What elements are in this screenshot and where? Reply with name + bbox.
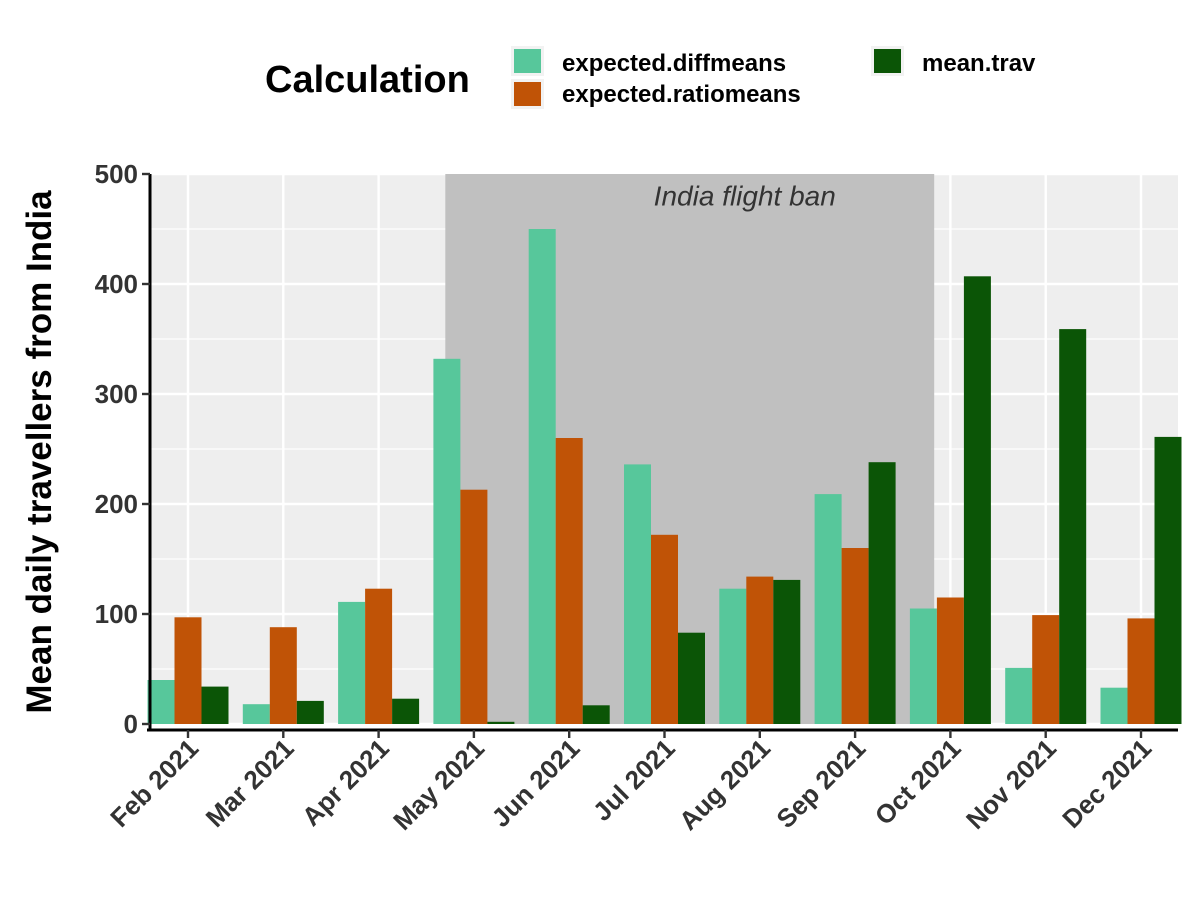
bar-expected.diffmeans-jul-2021	[624, 464, 651, 724]
legend: Calculation expected.diffmeans expected.r…	[265, 46, 1036, 109]
bar-mean.trav-dec-2021	[1154, 436, 1182, 724]
bar-expected.ratiomeans-may-2021	[460, 489, 488, 724]
y-tick-label: 300	[95, 379, 138, 409]
bar-mean.trav-aug-2021	[773, 579, 801, 724]
x-tick-label: Aug 2021	[673, 733, 776, 836]
x-tick-label: Mar 2021	[200, 733, 300, 833]
bar-expected.ratiomeans-oct-2021	[936, 597, 964, 724]
bar-expected.diffmeans-apr-2021	[338, 601, 366, 724]
bar-expected.diffmeans-oct-2021	[909, 608, 937, 724]
bar-expected.diffmeans-dec-2021	[1100, 687, 1128, 724]
bar-mean.trav-sep-2021	[868, 462, 896, 724]
bar-expected.ratiomeans-nov-2021	[1032, 615, 1060, 724]
legend-label-expected.ratiomeans: expected.ratiomeans	[562, 81, 801, 108]
y-tick-label: 0	[124, 709, 138, 739]
y-tick-label: 200	[95, 489, 138, 519]
legend-key-expected.diffmeans	[514, 49, 541, 73]
bar-mean.trav-oct-2021	[963, 276, 991, 724]
bar-mean.trav-nov-2021	[1059, 329, 1087, 724]
legend-key-expected.ratiomeans	[514, 82, 541, 106]
bar-expected.ratiomeans-dec-2021	[1127, 618, 1155, 724]
bar-expected.ratiomeans-feb-2021	[174, 617, 202, 724]
legend-title: Calculation	[265, 59, 470, 101]
bar-expected.ratiomeans-aug-2021	[746, 576, 774, 724]
x-tick-label: Jun 2021	[486, 733, 586, 833]
bar-mean.trav-apr-2021	[392, 698, 420, 724]
bar-expected.diffmeans-nov-2021	[1005, 667, 1033, 724]
bar-expected.ratiomeans-mar-2021	[269, 627, 297, 724]
x-tick-label: Sep 2021	[770, 733, 871, 834]
plot-panel: India flight ban	[147, 172, 1182, 726]
y-tick-label: 500	[95, 159, 138, 189]
legend-label-mean.trav: mean.trav	[922, 50, 1036, 77]
bar-expected.diffmeans-may-2021	[433, 358, 461, 724]
flight-ban-label: India flight ban	[654, 180, 836, 211]
bar-mean.trav-jun-2021	[582, 705, 610, 724]
bar-expected.ratiomeans-jun-2021	[555, 438, 583, 724]
bar-expected.ratiomeans-sep-2021	[841, 548, 869, 724]
y-axis: 0 100 200 300 400 500	[95, 159, 152, 739]
bar-expected.diffmeans-mar-2021	[242, 704, 270, 724]
x-tick-label: Apr 2021	[296, 733, 395, 832]
y-tick-label: 100	[95, 599, 138, 629]
bar-expected.diffmeans-jun-2021	[528, 229, 556, 724]
bar-expected.ratiomeans-apr-2021	[365, 588, 393, 724]
x-tick-label: May 2021	[387, 733, 490, 836]
bar-expected.ratiomeans-jul-2021	[651, 534, 678, 724]
bar-expected.diffmeans-feb-2021	[147, 680, 175, 724]
legend-label-expected.diffmeans: expected.diffmeans	[562, 50, 786, 77]
bar-mean.trav-mar-2021	[296, 700, 324, 724]
x-tick-label: Oct 2021	[869, 733, 967, 831]
y-tick-label: 400	[95, 269, 138, 299]
y-axis-title: Mean daily travellers from India	[20, 190, 59, 714]
x-tick-label: Feb 2021	[104, 733, 204, 833]
bar-expected.diffmeans-aug-2021	[719, 588, 747, 724]
x-tick-label: Dec 2021	[1056, 733, 1157, 834]
bar-mean.trav-may-2021	[487, 721, 515, 724]
x-tick-label: Nov 2021	[960, 733, 1062, 835]
bar-mean.trav-feb-2021	[201, 686, 229, 724]
legend-key-mean.trav	[874, 49, 901, 73]
x-tick-label: Jul 2021	[587, 733, 681, 827]
bar-expected.diffmeans-sep-2021	[814, 494, 842, 724]
bar-mean.trav-jul-2021	[678, 632, 705, 724]
